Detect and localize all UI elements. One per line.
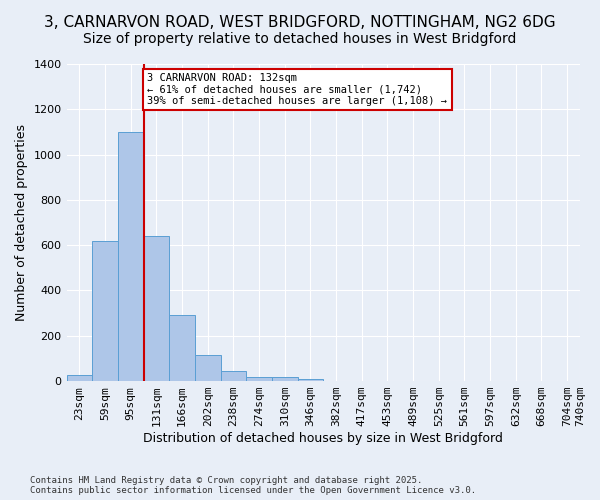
X-axis label: Distribution of detached houses by size in West Bridgford: Distribution of detached houses by size … [143,432,503,445]
Bar [118,132,143,381]
Text: 3, CARNARVON ROAD, WEST BRIDGFORD, NOTTINGHAM, NG2 6DG: 3, CARNARVON ROAD, WEST BRIDGFORD, NOTTI… [44,15,556,30]
Bar [246,376,272,381]
Bar [195,355,221,381]
Text: Size of property relative to detached houses in West Bridgford: Size of property relative to detached ho… [83,32,517,46]
Bar [272,376,298,381]
Text: Contains HM Land Registry data © Crown copyright and database right 2025.
Contai: Contains HM Land Registry data © Crown c… [30,476,476,495]
Bar [298,379,323,381]
Bar [221,371,246,381]
Bar [169,316,195,381]
Bar [143,236,169,381]
Text: 3 CARNARVON ROAD: 132sqm
← 61% of detached houses are smaller (1,742)
39% of sem: 3 CARNARVON ROAD: 132sqm ← 61% of detach… [148,73,448,106]
Y-axis label: Number of detached properties: Number of detached properties [15,124,28,321]
Bar [67,376,92,381]
Bar [92,240,118,381]
